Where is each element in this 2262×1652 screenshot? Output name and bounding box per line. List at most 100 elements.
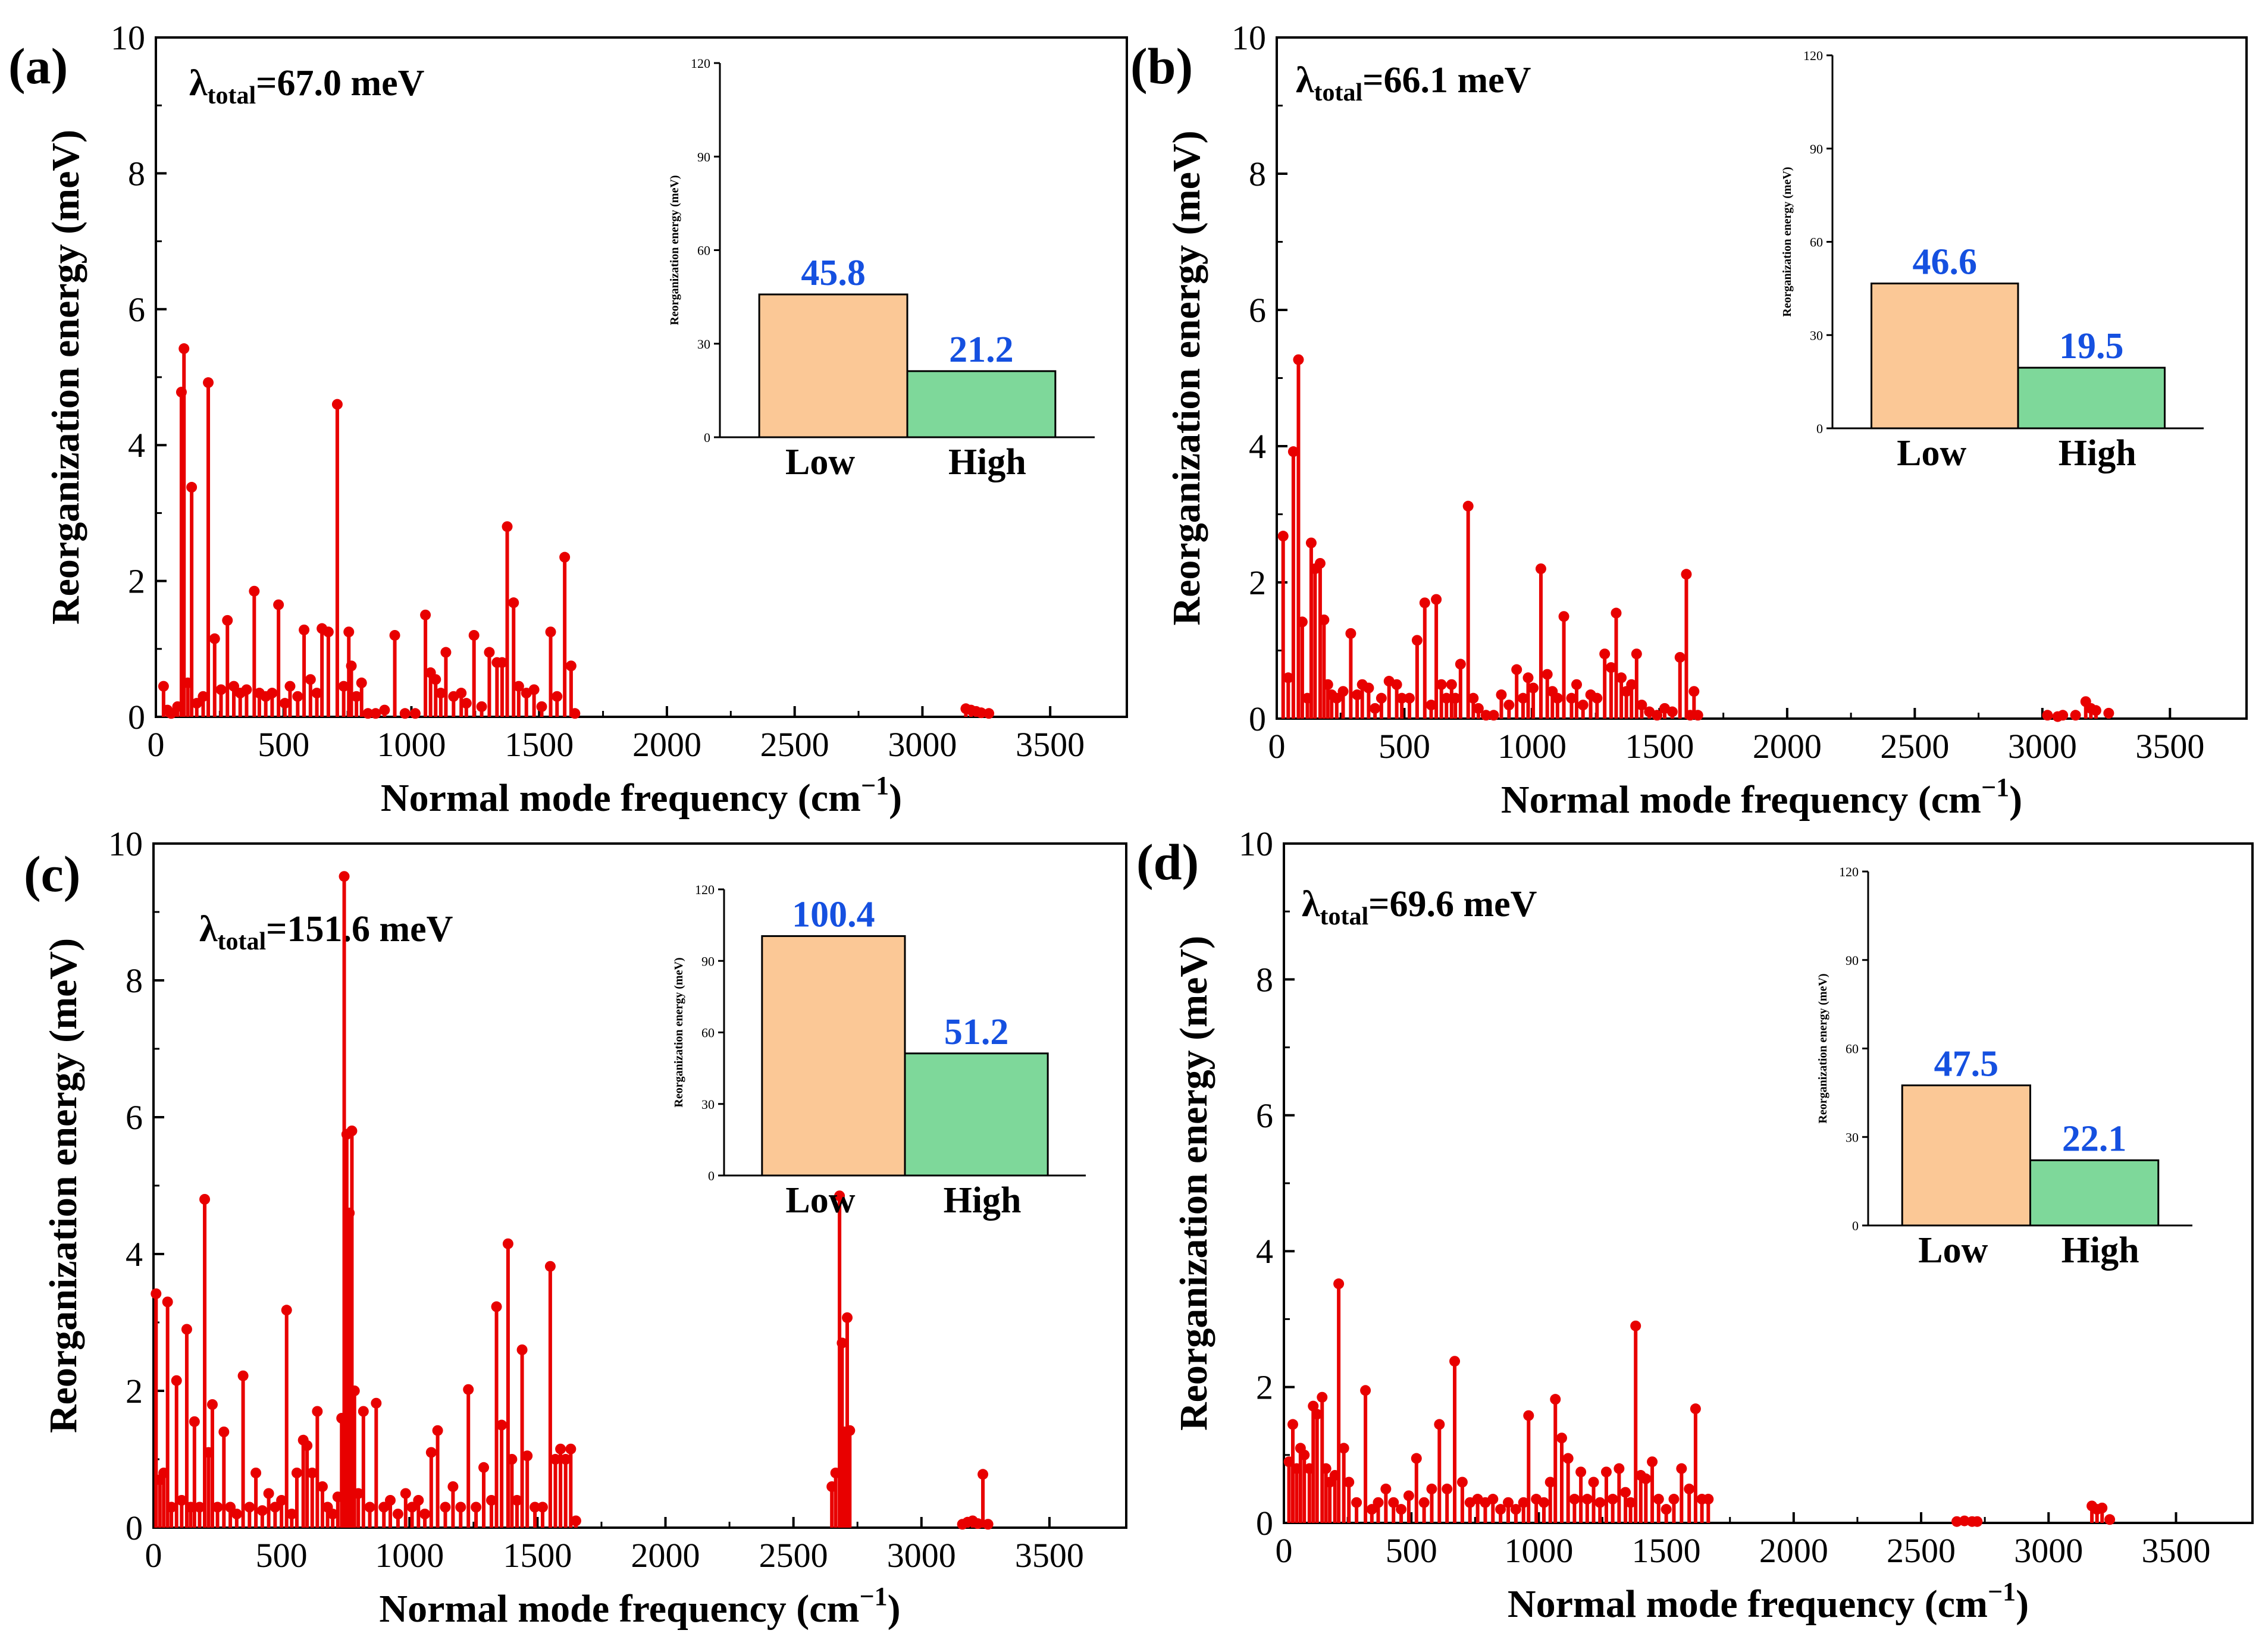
stem-marker	[1588, 1477, 1599, 1488]
stem-marker	[212, 1501, 223, 1513]
stem-marker	[1376, 692, 1387, 704]
stem-marker	[241, 684, 252, 695]
stem-marker	[351, 691, 362, 702]
stem-marker	[267, 688, 278, 699]
stem-marker	[528, 684, 540, 695]
y-tick-label: 4	[1249, 427, 1266, 466]
stem-marker	[1599, 648, 1611, 660]
stem-marker	[550, 1454, 561, 1465]
stem-marker	[413, 1495, 424, 1506]
x-axis-label-sup: −1	[861, 771, 889, 800]
stem-marker	[1630, 1320, 1641, 1331]
stem-marker	[1366, 1504, 1377, 1515]
stem-marker	[982, 1519, 994, 1530]
x-axis-label-sup: −1	[1988, 1577, 2016, 1606]
x-axis-label-sup: −1	[1981, 773, 2009, 802]
stem-marker	[1566, 692, 1577, 704]
inset-category-label: High	[948, 442, 1026, 482]
stem-marker	[1676, 1463, 1687, 1474]
stem-marker	[1605, 662, 1616, 673]
stem-marker	[1510, 1504, 1521, 1515]
stem-marker	[1550, 1394, 1561, 1405]
stem-marker	[1468, 692, 1479, 704]
y-tick-label: 8	[128, 154, 145, 193]
stem-marker	[544, 1261, 556, 1272]
stem-marker	[1426, 700, 1437, 711]
stem-marker	[1591, 692, 1603, 704]
inset-y-tick-label: 90	[701, 954, 715, 968]
x-tick-label: 500	[256, 1536, 308, 1575]
x-axis-label-end: )	[2016, 1582, 2029, 1626]
x-tick-label: 2500	[759, 1536, 828, 1575]
stem-marker	[1277, 531, 1289, 542]
y-tick-label: 0	[126, 1509, 143, 1547]
panel-label: (d)	[1136, 833, 1199, 891]
inset-y-tick-label: 30	[1810, 328, 1823, 343]
stem-marker	[1317, 1391, 1328, 1403]
y-tick-label: 8	[126, 961, 143, 1000]
x-axis-label-end: )	[2009, 778, 2022, 822]
stem-marker	[1959, 1515, 1970, 1526]
inset-y-tick-label: 30	[697, 337, 710, 352]
stem-marker	[1388, 1497, 1399, 1508]
stem-marker	[249, 585, 260, 597]
stem-marker	[1296, 616, 1308, 628]
stem-marker	[1562, 1453, 1574, 1464]
x-tick-label: 3000	[2008, 727, 2077, 766]
stem-marker	[1287, 1419, 1298, 1430]
stem-marker	[392, 1509, 403, 1519]
stem-marker	[194, 1501, 205, 1513]
stem-marker	[559, 551, 571, 563]
stem-marker	[1661, 1504, 1672, 1515]
stem-marker	[513, 681, 524, 692]
inset-bar-value-label: 46.6	[1913, 242, 1978, 283]
stem-marker	[191, 698, 202, 709]
y-tick-label: 0	[128, 698, 145, 736]
stem-marker	[1318, 614, 1330, 625]
stem-marker	[379, 704, 390, 716]
stem-marker	[171, 1375, 182, 1386]
inset-y-tick-label: 90	[697, 149, 710, 164]
stem-marker	[1626, 679, 1637, 690]
stem-marker	[2104, 1514, 2116, 1525]
stem-marker	[1333, 1278, 1345, 1290]
stem-marker	[343, 626, 355, 638]
inset-bar-low	[1871, 283, 2019, 430]
stem-marker	[1600, 1466, 1612, 1478]
y-tick-label: 10	[1232, 18, 1266, 57]
stem-marker	[371, 1397, 382, 1409]
stem-marker	[1652, 710, 1663, 721]
lambda-subscript: total	[1320, 903, 1368, 930]
inset-category-label: Low	[1918, 1230, 1988, 1271]
stem-marker	[440, 1501, 451, 1513]
stem-marker	[1668, 1494, 1680, 1505]
x-tick-label: 3500	[1015, 1536, 1084, 1575]
x-axis-label-text: Normal mode frequency (cm	[381, 776, 861, 820]
stem-marker	[1503, 1497, 1514, 1508]
stem-marker	[1343, 1477, 1355, 1488]
stem-marker	[331, 399, 343, 410]
stem-marker	[209, 633, 220, 644]
stem-marker	[292, 691, 303, 702]
stem-marker	[570, 1515, 581, 1526]
stem-marker	[1441, 692, 1452, 704]
stem-marker	[2042, 710, 2053, 721]
stem-marker	[1692, 710, 1703, 721]
stem-marker	[1308, 1400, 1319, 1412]
stem-marker	[1480, 710, 1492, 721]
stem-marker	[279, 698, 290, 709]
stem-marker	[1360, 1385, 1371, 1396]
stem-marker	[471, 1501, 482, 1513]
x-tick-label: 3500	[2141, 1531, 2210, 1570]
stem-marker	[447, 1481, 459, 1492]
stem-marker	[1363, 682, 1374, 694]
stem-marker	[844, 1425, 856, 1436]
stem-marker	[176, 1495, 187, 1506]
stem-marker	[281, 1305, 292, 1316]
stem-marker	[1352, 689, 1363, 700]
chart-panel-a: 0 500 1000 1500 2000 2500 3000 3500 0 2 4 6 8 10 Norma…	[8, 18, 1128, 820]
stem-marker	[158, 681, 169, 692]
stem-marker	[1305, 537, 1317, 548]
stem-marker	[1473, 703, 1484, 714]
stem-marker	[440, 647, 452, 658]
